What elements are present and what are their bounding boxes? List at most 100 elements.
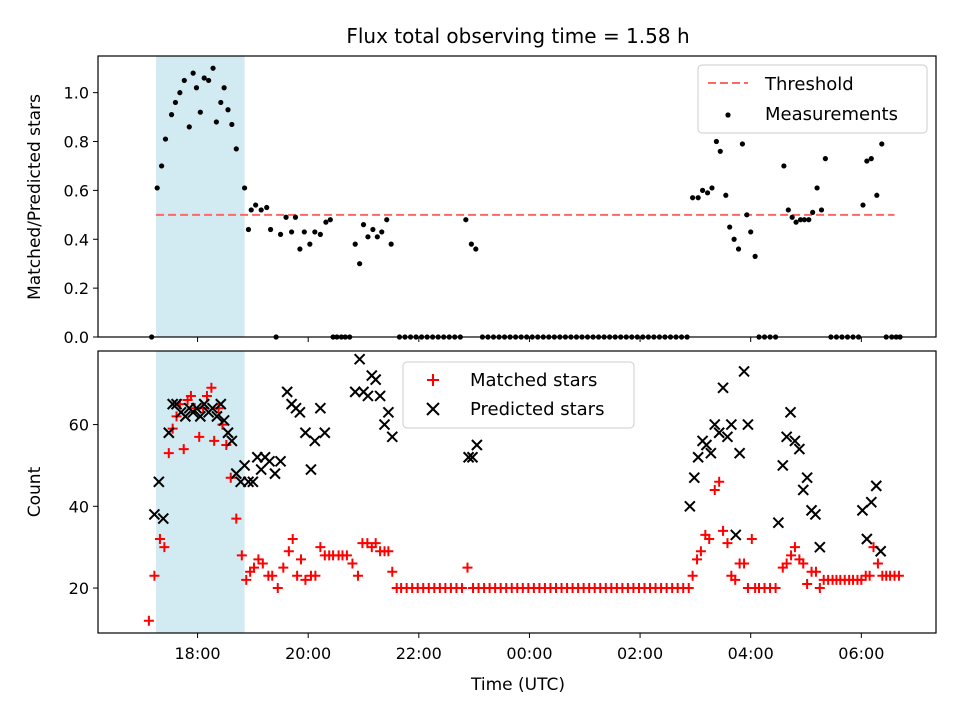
- predicted-star-point: [730, 529, 742, 541]
- predicted-star-point: [211, 410, 223, 423]
- matched-star-point: [163, 448, 174, 459]
- matched-star-point: [387, 566, 398, 577]
- x-axis-label: Time (UTC): [470, 675, 565, 695]
- matched-star-point: [194, 431, 205, 442]
- top-panel: 0.0 0.2 0.4 0.6 0.8 1.0 Matched/Predicted sta…: [25, 55, 937, 347]
- measurement-point: [727, 224, 733, 230]
- predicted-star-point: [294, 406, 306, 419]
- matched-star-point: [770, 583, 781, 594]
- legend-predicted-swatch: [426, 402, 440, 416]
- measurement-point: [709, 185, 715, 191]
- matched-star-point: [248, 562, 259, 573]
- predicted-star-point: [305, 463, 317, 476]
- measurement-point: [323, 219, 329, 225]
- matched-star-point: [709, 484, 720, 495]
- matched-star-point: [231, 513, 242, 524]
- matched-star-point: [341, 550, 352, 561]
- matched-star-point: [213, 403, 224, 414]
- matched-star-point: [300, 574, 311, 585]
- predicted-star-point: [215, 398, 227, 410]
- measurement-point: [713, 138, 720, 145]
- predicted-star-point: [688, 471, 700, 484]
- predicted-star-point: [793, 443, 806, 455]
- measurement-point: [360, 222, 367, 228]
- predicted-star-point: [238, 459, 251, 472]
- matched-star-point: [456, 583, 467, 594]
- measurement-point: [292, 214, 299, 220]
- predicted-star-point: [717, 382, 729, 394]
- predicted-star-point: [263, 455, 276, 468]
- bottom-panel: 20 40 60 18:00 20:00 22:00 00:00 02:00 04:00 06:…: [25, 350, 937, 695]
- predicted-star-point: [801, 471, 813, 484]
- measurement-point: [327, 217, 333, 223]
- measurement-point: [253, 202, 259, 208]
- predicted-star-point: [684, 500, 696, 513]
- matched-star-point: [383, 546, 394, 557]
- matched-star-point: [154, 534, 165, 544]
- predicted-star-point: [374, 390, 386, 402]
- predicted-star-point: [382, 406, 395, 419]
- measurement-point: [206, 77, 212, 84]
- measurement-point: [789, 214, 795, 220]
- y-tick-label: 60: [69, 416, 89, 435]
- matched-star-point: [746, 534, 757, 544]
- predicted-star-point: [170, 398, 183, 410]
- predicted-star-point: [738, 365, 750, 378]
- measurement-point: [879, 141, 885, 147]
- measurement-point: [210, 65, 216, 71]
- matched-star-point: [687, 570, 698, 581]
- measurement-point: [810, 209, 816, 215]
- predicted-star-point: [194, 410, 207, 423]
- predicted-star-point: [809, 508, 822, 521]
- measurement-point: [695, 195, 701, 201]
- top-shaded-region: [156, 56, 245, 337]
- measurement-point: [177, 90, 183, 96]
- predicted-star-point: [386, 431, 398, 443]
- predicted-star-point: [247, 476, 259, 488]
- measurement-point: [379, 229, 385, 235]
- predicted-star-point: [789, 435, 801, 447]
- matched-star-point: [267, 570, 278, 581]
- measurement-point: [365, 234, 371, 240]
- measurement-point: [225, 107, 231, 113]
- shade-rect: [156, 351, 245, 633]
- matched-star-point: [310, 570, 321, 581]
- measurement-point: [277, 231, 284, 237]
- measurement-point: [860, 202, 866, 208]
- matched-star-point: [714, 476, 725, 487]
- matched-star-point: [781, 558, 792, 569]
- bottom-x-axis: 18:00 20:00 22:00 00:00 02:00 04:00 06:00: [175, 633, 884, 663]
- bottom-y-axis-label: Count: [25, 466, 45, 517]
- legend-threshold-label: Threshold: [764, 74, 854, 95]
- matched-star-point: [272, 583, 283, 594]
- predicted-star-point: [226, 435, 238, 447]
- measurement-point: [159, 163, 165, 169]
- measurement-point: [384, 217, 390, 223]
- predicted-star-point: [874, 545, 887, 557]
- predicted-star-point: [157, 512, 169, 525]
- predicted-star-point: [471, 439, 483, 451]
- matched-star-point: [221, 440, 232, 450]
- measurement-point: [218, 99, 224, 106]
- measurement-point: [258, 207, 264, 213]
- measurement-point: [704, 190, 711, 196]
- measurement-point: [806, 217, 812, 223]
- top-legend-box: [697, 64, 928, 134]
- measurement-point: [748, 229, 754, 235]
- matched-star-point: [296, 554, 307, 565]
- predicted-star-point: [242, 476, 255, 488]
- predicted-star-point: [222, 427, 234, 439]
- measurement-point: [221, 85, 227, 91]
- predicted-star-point: [281, 386, 293, 398]
- measurement-point: [241, 185, 248, 191]
- predicted-star-point: [269, 467, 281, 480]
- measurement-point: [162, 136, 169, 142]
- measurement-point: [468, 241, 474, 247]
- shade-rect: [156, 56, 245, 337]
- chart-title: Flux total observing time = 1.58 h: [346, 24, 689, 48]
- matched-star-point: [209, 435, 220, 446]
- matched-star-point: [683, 583, 694, 594]
- measurement-point: [723, 192, 729, 198]
- predicted-star-point: [206, 402, 219, 414]
